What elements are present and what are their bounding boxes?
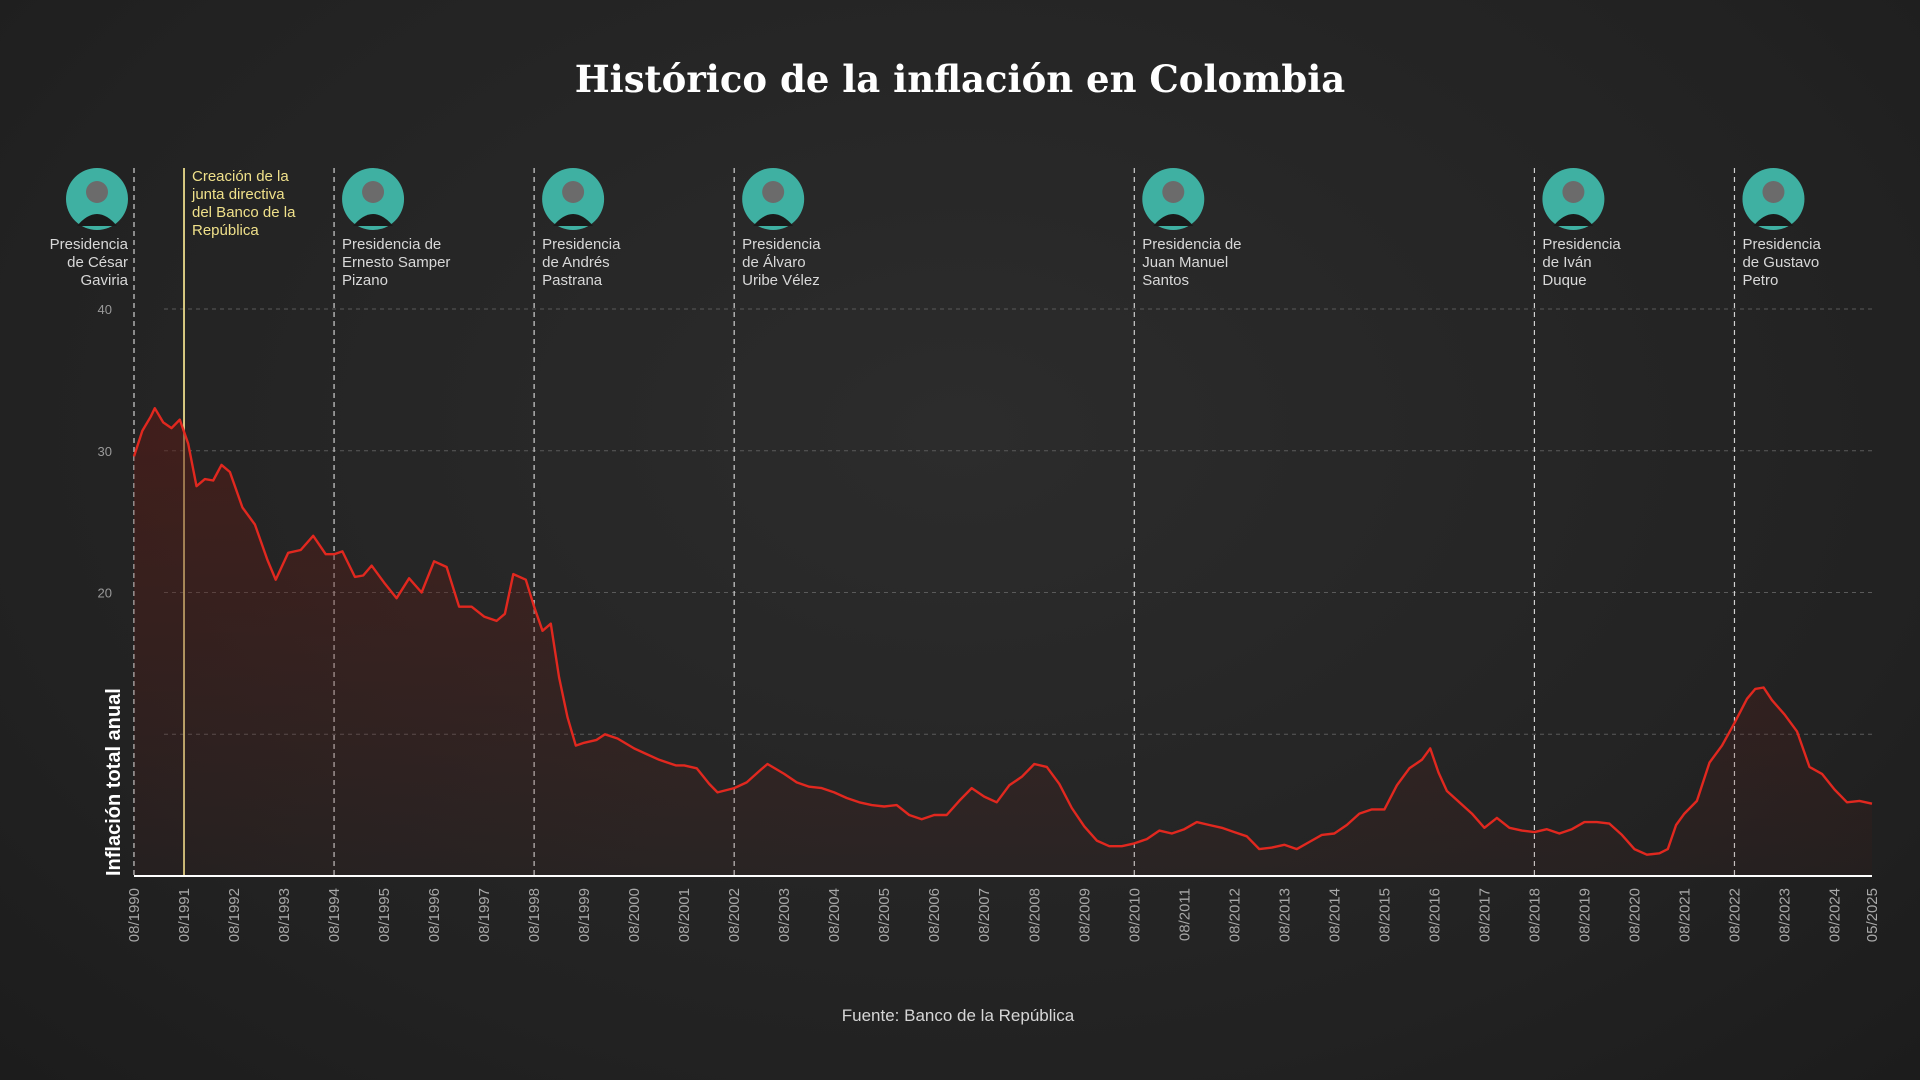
x-tick-label: 08/2000 [626, 888, 643, 942]
x-tick-label: 08/2022 [1726, 888, 1743, 942]
x-tick-label: 08/2018 [1526, 888, 1543, 942]
x-tick-label: 08/1997 [476, 888, 493, 942]
x-tick-label: 08/2013 [1276, 888, 1293, 942]
president-avatar [742, 168, 805, 230]
presidency-label: Presidencia de Álvaro Uribe Vélez [742, 236, 821, 289]
x-tick-label: 08/2023 [1776, 888, 1793, 942]
chart-title: Histórico de la inflación en Colombia [575, 57, 1346, 101]
x-tick-label: 08/2024 [1826, 888, 1843, 942]
x-tick-label: 08/1991 [176, 888, 193, 942]
y-tick-labels: 20 30 40 [98, 302, 112, 601]
x-tick-label: 08/2001 [676, 888, 693, 942]
x-tick-label: 08/1999 [576, 888, 593, 942]
x-tick-label: 08/2003 [776, 888, 793, 942]
inflation-area [134, 408, 1872, 876]
x-tick-label: 08/2014 [1326, 888, 1343, 942]
x-tick-label: 08/2005 [876, 888, 893, 942]
y-tick-label: 30 [98, 444, 112, 459]
junta-event-label: Creación de la junta directiva del Banco d… [191, 168, 296, 239]
x-tick-label: 08/2004 [826, 888, 843, 942]
presidency-label: Presidencia de Ernesto Samper Pizano [342, 236, 450, 289]
x-tick-label: 08/2006 [926, 888, 943, 942]
x-tick-label: 08/1993 [276, 888, 293, 942]
presidency-label: Presidencia de Andrés Pastrana [542, 236, 621, 289]
inflation-line [132, 407, 1873, 856]
x-tick-label: 08/2021 [1676, 888, 1693, 942]
x-tick-label: 08/2016 [1426, 888, 1443, 942]
presidency-label: Presidencia de Gustavo Petro [1742, 236, 1821, 289]
source-note: Fuente: Banco de la República [842, 1006, 1075, 1025]
x-tick-label: 08/1994 [326, 888, 343, 942]
x-tick-label: 08/2008 [1026, 888, 1043, 942]
x-tick-label: 08/2017 [1476, 888, 1493, 942]
x-tick-label: 05/2025 [1864, 888, 1881, 942]
president-avatar [542, 168, 605, 230]
president-avatar [1542, 168, 1605, 230]
x-tick-label: 08/2019 [1576, 888, 1593, 942]
x-tick-label: 08/1992 [226, 888, 243, 942]
president-avatar [1742, 168, 1805, 230]
x-tick-label: 08/2020 [1626, 888, 1643, 942]
x-tick-label: 08/1990 [126, 888, 143, 942]
x-tick-label: 08/1996 [426, 888, 443, 942]
president-avatar [1142, 168, 1205, 230]
presidency-label: Presidencia de Iván Duque [1542, 236, 1621, 289]
x-tick-label: 08/2010 [1126, 888, 1143, 942]
y-axis-label: Inflación total anual [103, 688, 125, 876]
presidency-label: Presidencia de César Gaviria [50, 236, 129, 289]
x-tick-label: 08/1998 [526, 888, 543, 942]
x-tick-labels: 08/1990 08/1991 08/1992 08/1993 08/1994 08/19… [126, 888, 1881, 942]
president-avatar [342, 168, 405, 230]
x-tick-label: 08/2012 [1226, 888, 1243, 942]
presidency-label: Presidencia de Juan Manuel Santos [1142, 236, 1241, 289]
y-tick-label: 40 [98, 302, 112, 317]
president-avatar [66, 168, 128, 230]
x-tick-label: 08/1995 [376, 888, 393, 942]
x-tick-label: 08/2009 [1076, 888, 1093, 942]
x-tick-label: 08/2011 [1176, 888, 1193, 941]
x-tick-label: 08/2007 [976, 888, 993, 942]
y-tick-label: 20 [98, 586, 112, 601]
x-tick-label: 08/2002 [726, 888, 743, 942]
x-tick-label: 08/2015 [1376, 888, 1393, 942]
